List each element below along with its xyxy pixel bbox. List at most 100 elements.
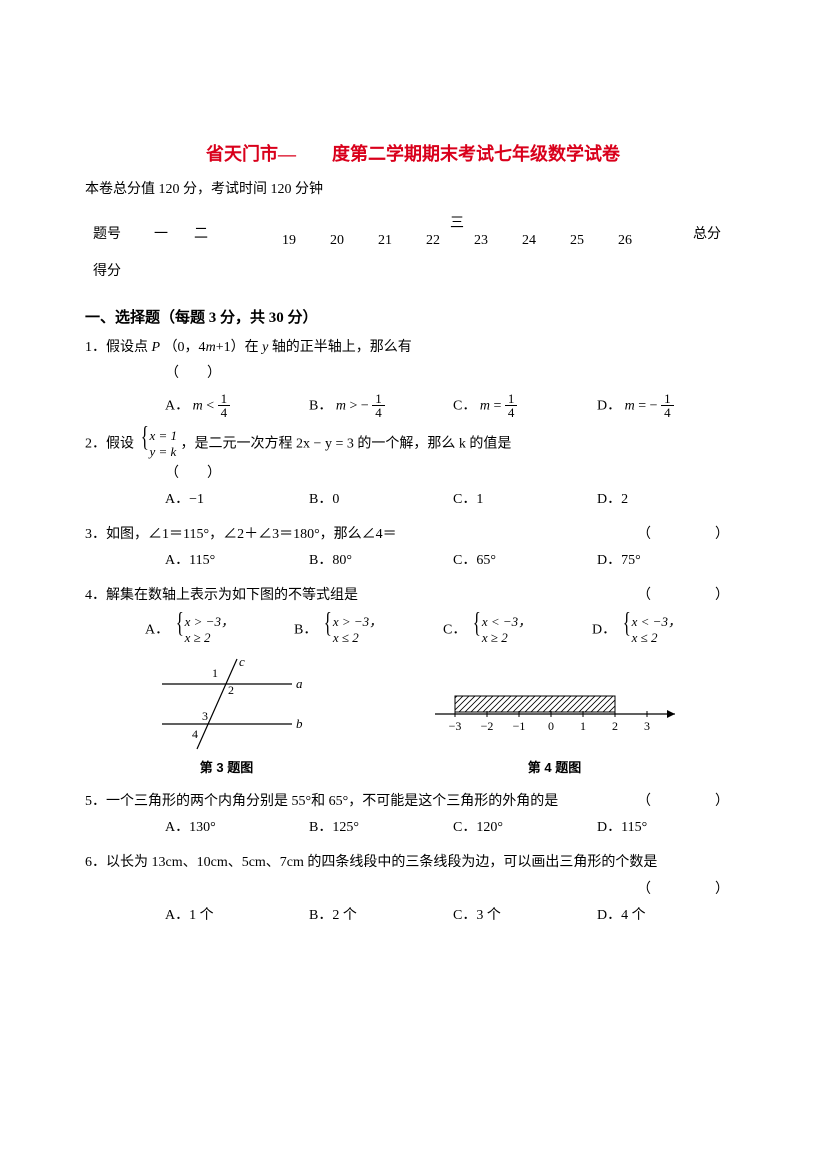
q3-opt-C: C．65° [453, 548, 597, 575]
q2-opt-D: D．2 [597, 487, 741, 514]
q4D-r1: x < −3， [632, 614, 681, 630]
q2-stem-a: 2．假设 [85, 437, 134, 452]
sub-22: 22 [409, 233, 457, 250]
question-3: 3．如图，∠1＝115°，∠2＋∠3＝180°，那么∠4＝ （ ） A．115°… [85, 522, 741, 575]
score-label-tihao: 题号 [93, 223, 141, 243]
q1D-ft: 1 [661, 392, 674, 407]
q6-opt-A: A．1 个 [165, 903, 309, 930]
q1-opt-A: A． m < 14 [165, 392, 309, 420]
q4-stem: 4．解集在数轴上表示为如下图的不等式组是 [85, 588, 358, 603]
q1-stem-b: （0，4 [164, 340, 206, 355]
q4-t1: −2 [480, 719, 493, 733]
q1-stem-d: 轴的正半轴上，那么有 [272, 340, 412, 355]
question-2: 2．假设 x = 1 y = k ，是二元一次方程 2x − y = 3 的一个… [85, 428, 741, 514]
q4-t4: 1 [580, 719, 586, 733]
q1C-pre: C． [453, 398, 476, 413]
q4D-r2: x ≤ 2 [632, 630, 681, 646]
q4A-r1: x > −3， [185, 614, 234, 630]
section-1-head: 一、选择题（每题 3 分，共 30 分） [85, 306, 741, 327]
sub-19: 19 [265, 233, 313, 250]
q4B-r2: x ≤ 2 [333, 630, 382, 646]
q3-stem: 3．如图，∠1＝115°，∠2＋∠3＝180°，那么∠4＝ [85, 527, 397, 542]
q3-options: A．115° B．80° C．65° D．75° [165, 548, 741, 575]
q1C-eq: = [493, 398, 501, 413]
score-defen: 得分 [85, 260, 741, 280]
q4D-sys: x < −3， x ≤ 2 [620, 614, 681, 647]
q4-t3: 0 [548, 719, 554, 733]
q3-opt-A: A．115° [165, 548, 309, 575]
q1A-ft: 1 [218, 392, 231, 407]
q5-options: A．130° B．125° C．120° D．115° [165, 815, 741, 842]
q2-system: x = 1 y = k [138, 428, 178, 461]
q3-lb: b [296, 716, 303, 731]
q4C-r1: x < −3， [482, 614, 531, 630]
q4B-sys: x > −3， x ≤ 2 [321, 614, 382, 647]
q4D-pre: D． [592, 622, 616, 637]
col-total: 总分 [693, 223, 733, 243]
q1-options: A． m < 14 B． m > − 14 C． m = 14 D． m = [165, 392, 741, 420]
question-5: 5．一个三角形的两个内角分别是 55°和 65°，不可能是这个三角形的外角的是 … [85, 789, 741, 842]
question-1: 1．假设点 P （0，4m+1）在 y 轴的正半轴上，那么有 （ ） A． m … [85, 335, 741, 420]
q1A-lt: < [206, 398, 214, 413]
q3-opt-D: D．75° [597, 548, 741, 575]
q6-opt-D: D．4 个 [597, 903, 741, 930]
q4-opt-D: D． x < −3， x ≤ 2 [592, 614, 741, 647]
q4A-pre: A． [145, 622, 169, 637]
q4-opt-C: C． x < −3， x ≥ 2 [443, 614, 592, 647]
q1-y: y [262, 340, 268, 355]
q6-opt-C: C．3 个 [453, 903, 597, 930]
sub-23: 23 [457, 233, 505, 250]
q4-caption: 第 4 题图 [425, 756, 685, 781]
q1D-frac: 14 [661, 392, 674, 420]
q2-sys2: y = k [150, 444, 178, 460]
q4-opt-B: B． x > −3， x ≤ 2 [294, 614, 443, 647]
q4-t0: −3 [448, 719, 461, 733]
exam-title: 省天门市— 度第二学期期末考试七年级数学试卷 [85, 140, 741, 166]
q3-n3: 3 [202, 709, 208, 723]
q2-sys1: x = 1 [150, 428, 178, 444]
q4-t2: −1 [512, 719, 525, 733]
sub-26: 26 [601, 233, 649, 250]
q6-stem: 6．以长为 13cm、10cm、5cm、7cm 的四条线段中的三条线段为边，可以… [85, 855, 657, 870]
q6-options: A．1 个 B．2 个 C．3 个 D．4 个 [165, 903, 741, 930]
q6-opt-B: B．2 个 [309, 903, 453, 930]
q1-P: P [152, 340, 161, 355]
q3-opt-B: B．80° [309, 548, 453, 575]
q1A-frac: 14 [218, 392, 231, 420]
q3-n1: 1 [212, 666, 218, 680]
col-2: 二 [181, 223, 221, 243]
q3-n4: 4 [192, 727, 198, 741]
q3-q4-figures: 1 2 3 4 a b c 第 3 题图 [85, 654, 741, 781]
q1D-eq: = [638, 398, 646, 413]
q5-opt-C: C．120° [453, 815, 597, 842]
q4A-sys: x > −3， x ≥ 2 [173, 614, 234, 647]
q4A-r2: x ≥ 2 [185, 630, 234, 646]
q6-paren: （ ） [637, 877, 741, 904]
q2-opt-B: B．0 [309, 487, 453, 514]
exam-subtitle: 本卷总分值 120 分，考试时间 120 分钟 [85, 178, 741, 198]
exam-page: 省天门市— 度第二学期期末考试七年级数学试卷 本卷总分值 120 分，考试时间 … [0, 0, 826, 978]
q3-diagram-svg: 1 2 3 4 a b c [142, 654, 312, 754]
sub-21: 21 [361, 233, 409, 250]
q2-options: A．−1 B．0 C．1 D．2 [165, 487, 741, 514]
q4-t5: 2 [612, 719, 618, 733]
question-4: 4．解集在数轴上表示为如下图的不等式组是 （ ） A． x > −3， x ≥ … [85, 583, 741, 781]
q3-lc: c [239, 654, 245, 669]
q1B-neg: − [361, 398, 369, 413]
q2-opt-A: A．−1 [165, 487, 309, 514]
q3-n2: 2 [228, 683, 234, 697]
q5-opt-A: A．130° [165, 815, 309, 842]
q4C-r2: x ≥ 2 [482, 630, 531, 646]
col-1: 一 [141, 223, 181, 243]
q1-opt-C: C． m = 14 [453, 392, 597, 420]
q4B-pre: B． [294, 622, 317, 637]
q1D-m: m [625, 398, 635, 413]
q1A-fb: 4 [218, 406, 231, 420]
sub-24: 24 [505, 233, 553, 250]
q1D-neg: − [650, 398, 658, 413]
q1C-fb: 4 [505, 406, 518, 420]
q1B-fb: 4 [372, 406, 385, 420]
q4-options: A． x > −3， x ≥ 2 B． x > −3， x ≤ 2 C． x <… [145, 614, 741, 647]
col-3-subnums: 19 20 21 22 23 24 25 26 [265, 233, 649, 250]
q1-stem-a: 1．假设点 [85, 340, 148, 355]
